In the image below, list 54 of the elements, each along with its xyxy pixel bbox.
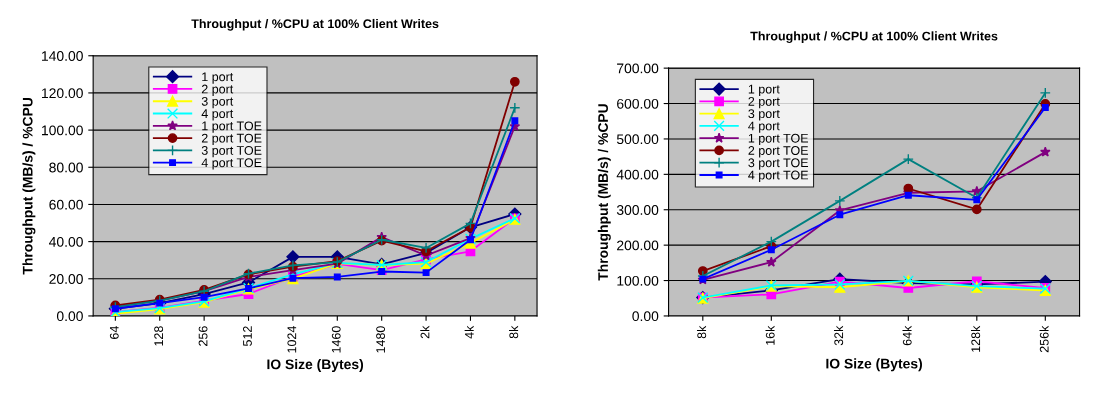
y-tick-label: 100.00 (617, 275, 659, 286)
y-tick-label: 100.00 (42, 125, 83, 136)
legend-label: 3 port (748, 109, 780, 121)
y-tick-label: 20.00 (49, 274, 83, 284)
legend-label: 3 port (201, 96, 234, 109)
x-tick-label: 512 (243, 326, 252, 347)
y-tick-label: 120.00 (42, 88, 83, 99)
legend-label: 4 port TOE (201, 158, 262, 170)
x-tick-label: 1480 (376, 326, 386, 353)
y-tick-label: 140.00 (42, 51, 83, 61)
y-tick-label: 200.00 (617, 240, 659, 251)
x-tick-label: 128 (154, 326, 164, 346)
x-tick-label: 2k (420, 325, 430, 339)
x-tick-label: 256 (198, 326, 208, 346)
y-axis-title: Throughput (MB/s) / %CPU (22, 97, 36, 275)
legend-label: 3 port TOE (201, 146, 262, 158)
legend-label: 4 port TOE (748, 170, 809, 182)
y-tick-label: 60.00 (49, 199, 83, 210)
y-tick-label: 500.00 (616, 134, 659, 145)
legend-label: 1 port (748, 84, 780, 96)
x-axis-title: IO Size (Bytes) (826, 358, 922, 372)
x-tick-label: 256k (1039, 325, 1049, 353)
y-tick-label: 600.00 (617, 98, 659, 109)
y-axis-title: Throughput (MB/s) / %CPU (597, 104, 611, 281)
x-tick-label: 4k (464, 325, 474, 339)
y-tick-label: 300.00 (616, 205, 659, 215)
legend-label: 2 port (748, 96, 780, 109)
legend-label: 2 port TOE (748, 146, 809, 158)
y-tick-label: 0.00 (56, 311, 83, 322)
y-tick-label: 0.00 (632, 311, 659, 322)
chart-title: Throughput / %CPU at 100% Client Writes (750, 31, 998, 44)
x-axis-title: IO Size (Bytes) (267, 359, 364, 372)
x-tick-label: 64k (902, 325, 912, 346)
x-tick-label: 64 (109, 326, 119, 339)
legend-label: 3 port TOE (748, 158, 809, 170)
x-tick-label: 32k (833, 325, 844, 346)
x-tick-label: 1024 (287, 326, 297, 353)
x-tick-label: 8k (509, 325, 519, 339)
y-tick-label: 80.00 (49, 162, 83, 173)
legend-label: 2 port TOE (201, 133, 262, 146)
x-tick-label: 8k (696, 325, 707, 339)
legend-label: 4 port (201, 109, 234, 121)
legend-label: 1 port TOE (202, 121, 262, 133)
legend-label: 1 port TOE (748, 133, 809, 146)
y-tick-label: 400.00 (616, 169, 659, 180)
y-tick-label: 40.00 (49, 236, 83, 247)
y-tick-label: 700.00 (617, 63, 659, 74)
x-tick-label: 1460 (331, 326, 341, 353)
chart-title: Throughput / %CPU at 100% Client Writes (191, 18, 439, 31)
legend-label: 2 port (201, 84, 234, 96)
legend-label: 1 port (202, 72, 234, 84)
x-tick-label: 128k (970, 325, 981, 352)
legend-label: 4 port (748, 121, 780, 133)
x-tick-label: 16k (765, 325, 775, 345)
